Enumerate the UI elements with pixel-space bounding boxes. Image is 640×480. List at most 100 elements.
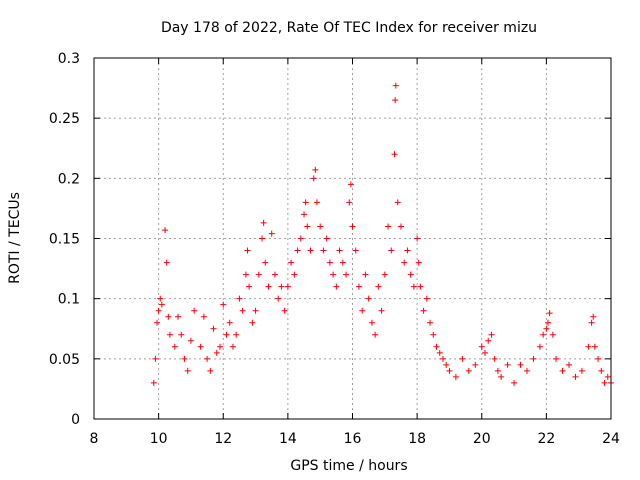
data-point [336,247,343,254]
data-point [347,181,354,188]
data-point [481,349,488,356]
y-tick-label: 0.3 [58,51,80,67]
data-point [223,331,230,338]
data-point [275,295,282,302]
data-point [313,199,320,206]
data-point [326,259,333,266]
data-point [368,319,375,326]
data-point [330,271,337,278]
data-point [226,319,233,326]
data-point [433,343,440,350]
data-point [407,271,414,278]
y-tick-label: 0.2 [58,171,80,187]
data-point [310,175,317,182]
data-point [391,151,398,158]
data-point [392,97,399,104]
data-point [178,331,185,338]
data-point [291,271,298,278]
data-points [150,82,614,386]
data-point [307,247,314,254]
data-point [302,199,309,206]
y-tick-label: 0.25 [49,111,80,127]
data-point [207,367,214,374]
data-point [204,355,211,362]
y-tick-label: 0.05 [49,352,80,368]
data-point [388,247,395,254]
data-point [220,301,227,308]
x-tick-label: 22 [537,431,555,447]
data-point [498,373,505,380]
data-point [171,343,178,350]
data-point [271,271,278,278]
data-point [530,355,537,362]
data-point [544,319,551,326]
data-point [244,247,251,254]
data-point [191,307,198,314]
data-point [278,283,285,290]
data-point [601,379,608,386]
data-point [491,355,498,362]
data-point [252,307,259,314]
data-point [323,235,330,242]
data-point [427,319,434,326]
data-point [155,307,162,314]
axis-ticks: 8 10 12 14 16 18 20 22 24 0 0.05 0.1 0.15 0.2 0.25 0.3 [49,51,620,447]
y-tick-label: 0.15 [49,232,80,248]
data-point [265,283,272,290]
data-point [417,283,424,290]
data-point [543,325,550,332]
x-tick-label: 24 [602,431,620,447]
data-point [281,307,288,314]
data-point [375,283,382,290]
data-point [465,367,472,374]
y-tick-label: 0.1 [58,292,80,308]
data-point [175,313,182,320]
x-tick-label: 20 [473,431,491,447]
data-point [472,361,479,368]
data-point [423,295,430,302]
grid [94,58,611,419]
data-point [317,223,324,230]
x-tick-label: 14 [279,431,297,447]
data-point [268,230,275,237]
data-point [595,355,602,362]
x-axis-label: GPS time / hours [290,458,407,474]
data-point [333,283,340,290]
data-point [349,223,356,230]
data-point [233,331,240,338]
data-point [154,319,161,326]
data-point [511,379,518,386]
data-point [362,271,369,278]
data-point [604,373,611,380]
data-point [549,331,556,338]
data-point [150,379,157,386]
data-point [439,355,446,362]
data-point [320,247,327,254]
data-point [443,361,450,368]
data-point [588,319,595,326]
data-point [284,283,291,290]
data-point [210,325,217,332]
data-point [217,343,224,350]
data-point [459,355,466,362]
data-point [162,227,169,234]
data-point [591,343,598,350]
x-tick-label: 12 [214,431,232,447]
data-point [246,283,253,290]
data-point [312,166,319,173]
y-tick-label: 0 [71,412,80,428]
data-point [578,367,585,374]
data-point [294,247,301,254]
data-point [157,295,164,302]
data-point [485,337,492,344]
data-point [259,235,266,242]
data-point [297,235,304,242]
data-point [242,271,249,278]
data-point [181,355,188,362]
data-point [165,313,172,320]
data-point [249,319,256,326]
data-point [163,259,170,266]
data-point [478,343,485,350]
data-point [559,367,566,374]
